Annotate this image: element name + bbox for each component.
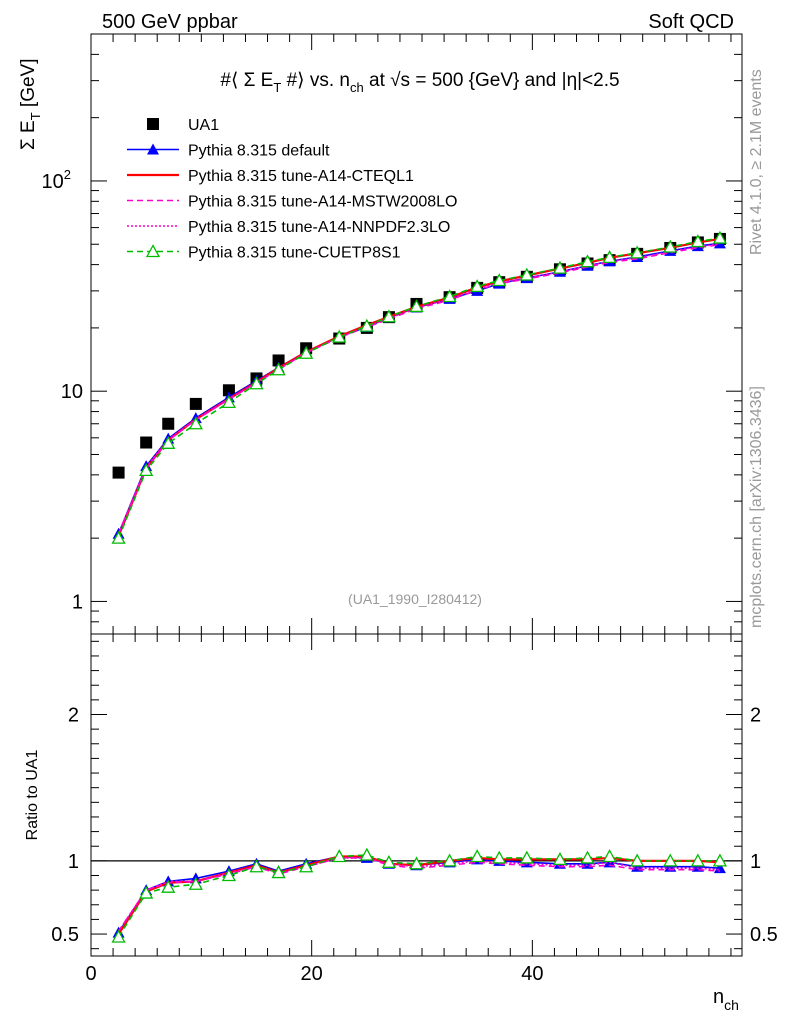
ratio-plot-point-pythia-8-315-tune-cuetp8s1	[111, 929, 126, 943]
ratio-plot-point-pythia-8-315-tune-cuetp8s1	[221, 868, 237, 882]
ratio-plot-point-pythia-8-315-tune-cuetp8s1	[690, 853, 705, 867]
ratio-plot-point-pythia-8-315-tune-cuetp8s1	[271, 865, 286, 879]
ratio-ylabel: Ratio to UA1	[24, 750, 41, 841]
main-plot-point-pythia-8-315-tune-cuetp8s1	[552, 260, 568, 274]
legend-marker-pythia-8-315-default	[147, 143, 159, 155]
ratio-plot-point-pythia-8-315-tune-cuetp8s1	[409, 856, 424, 870]
ratio-ytick-label-right: 1	[750, 851, 761, 873]
ratio-plot-point-pythia-8-315-tune-cuetp8s1	[442, 853, 457, 867]
analysis-id: (UA1_1990_I280412)	[348, 591, 482, 607]
ratio-plot-point-pythia-8-315-default	[713, 862, 726, 874]
legend-label-pythia-8-315-tune-a14-nnpdf2-3lo: Pythia 8.315 tune-A14-NNPDF2.3LO	[188, 219, 450, 236]
ratio-plot-point-pythia-8-315-tune-cuetp8s1	[299, 859, 314, 873]
main-ytick-label: 10	[61, 381, 83, 403]
header-right: Soft QCD	[648, 11, 734, 33]
header-left: 500 GeV ppbar	[102, 11, 238, 33]
main-plot-point-ua1	[112, 466, 125, 479]
x-axis-label: nch	[713, 986, 739, 1013]
legend: UA1 Pythia 8.315 default Pythia 8.315 tune…	[127, 117, 457, 262]
main-plot-point-pythia-8-315-tune-cuetp8s1	[409, 299, 424, 313]
main-plot-point-pythia-8-315-tune-cuetp8s1	[271, 362, 286, 376]
legend-label-pythia-8-315-tune-cuetp8s1: Pythia 8.315 tune-CUETP8S1	[188, 245, 401, 262]
main-plot-line-pythia-8-315-default	[117, 242, 721, 534]
main-plot-line-pythia-8-315-tune-a14-nnpdf2-3lo	[117, 243, 721, 534]
main-plot-point-pythia-8-315-tune-cuetp8s1	[602, 250, 617, 264]
main-plot-point-pythia-8-315-tune-cuetp8s1	[580, 254, 595, 268]
ratio-plot-line-pythia-8-315-tune-a14-nnpdf2-3lo	[117, 857, 720, 932]
main-plot-point-pythia-8-315-tune-cuetp8s1	[663, 239, 678, 253]
ratio-plot-point-pythia-8-315-tune-cuetp8s1	[161, 879, 176, 893]
main-plot-point-pythia-8-315-tune-cuetp8s1	[690, 234, 705, 248]
ratio-plot-point-pythia-8-315-tune-cuetp8s1	[139, 885, 154, 899]
ratio-plot-point-pythia-8-315-tune-cuetp8s1	[492, 850, 507, 864]
main-ytick-label: 1	[72, 591, 83, 613]
main-plot-line-pythia-8-315-tune-a14-mstw2008lo	[117, 243, 721, 535]
ratio-axis-ticks: 0.5 0.51 12 20 20 40	[51, 634, 778, 985]
ratio-ytick-label-left: 0.5	[51, 924, 79, 946]
main-plot-point-pythia-8-315-tune-cuetp8s1	[188, 416, 203, 430]
legend-label-pythia-8-315-tune-a14-mstw2008lo: Pythia 8.315 tune-A14-MSTW2008LO	[188, 194, 457, 211]
ratio-plot-point-pythia-8-315-tune-cuetp8s1	[630, 853, 645, 867]
ratio-plot-frame	[90, 633, 743, 957]
ratio-plot-area	[111, 847, 728, 943]
legend-label-pythia-8-315-tune-a14-cteql1: Pythia 8.315 tune-A14-CTEQL1	[188, 168, 414, 185]
ratio-plot-point-pythia-8-315-tune-cuetp8s1	[580, 850, 595, 864]
main-axis-ticks: 1 10 102	[42, 33, 742, 635]
main-plot-point-ua1	[272, 354, 285, 367]
ratio-xtick-label: 40	[521, 963, 543, 985]
ratio-ytick-label-left: 1	[68, 851, 79, 873]
legend-marker-ua1	[147, 118, 159, 130]
main-plot-point-pythia-8-315-tune-cuetp8s1	[492, 273, 507, 287]
ratio-plot-point-pythia-8-315-tune-cuetp8s1	[663, 853, 678, 867]
main-plot-point-pythia-8-315-tune-cuetp8s1	[359, 318, 374, 332]
ratio-xtick-label: 0	[85, 963, 96, 985]
main-plot-point-pythia-8-315-tune-cuetp8s1	[221, 394, 237, 408]
main-plot-point-pythia-8-315-tune-cuetp8s1	[519, 267, 534, 281]
rivet-label: Rivet 4.1.0, ≥ 2.1M events	[748, 69, 765, 255]
main-plot-point-pythia-8-315-tune-cuetp8s1	[712, 230, 728, 244]
ratio-ytick-label-right: 0.5	[750, 924, 778, 946]
main-plot-point-pythia-8-315-tune-cuetp8s1	[249, 376, 264, 390]
main-plot-point-ua1	[140, 436, 153, 449]
ratio-plot-line-pythia-8-315-tune-a14-mstw2008lo	[117, 857, 720, 932]
ratio-plot-point-pythia-8-315-tune-cuetp8s1	[470, 849, 485, 863]
main-plot-line-pythia-8-315-tune-cuetp8s1	[117, 237, 721, 539]
ratio-plot-point-pythia-8-315-tune-cuetp8s1	[519, 850, 534, 864]
main-plot-area	[111, 230, 728, 544]
main-ylabel: Σ ET [GeV]	[18, 58, 43, 150]
ratio-ytick-label-right: 2	[750, 705, 761, 727]
legend-marker-pythia-8-315-tune-cuetp8s1	[145, 244, 161, 258]
main-plot-point-ua1	[222, 384, 235, 397]
ratio-xtick-label: 20	[301, 963, 323, 985]
ratio-plot-point-pythia-8-315-tune-cuetp8s1	[381, 854, 397, 868]
main-plot-point-pythia-8-315-tune-cuetp8s1	[381, 309, 397, 323]
ratio-ytick-label-left: 2	[68, 705, 79, 727]
ratio-plot-point-pythia-8-315-tune-cuetp8s1	[188, 876, 203, 890]
main-plot-point-pythia-8-315-tune-cuetp8s1	[111, 530, 126, 544]
ratio-plot-line-pythia-8-315-tune-cuetp8s1	[117, 854, 720, 938]
ratio-plot-point-pythia-8-315-tune-cuetp8s1	[552, 852, 568, 866]
main-plot-point-ua1	[189, 397, 202, 410]
legend-label-pythia-8-315-default: Pythia 8.315 default	[188, 143, 330, 160]
main-title: #⟨ Σ ET #⟩ vs. nch at √s = 500 {GeV} and…	[220, 70, 619, 95]
mcplots-label: mcplots.cern.ch [arXiv:1306.3436]	[748, 386, 765, 628]
main-plot-point-ua1	[162, 417, 175, 430]
main-plot-point-pythia-8-315-tune-cuetp8s1	[161, 435, 176, 449]
main-plot-point-pythia-8-315-tune-cuetp8s1	[332, 329, 347, 343]
ratio-plot-point-pythia-8-315-tune-cuetp8s1	[602, 849, 617, 863]
ratio-plot-point-pythia-8-315-tune-cuetp8s1	[249, 859, 264, 873]
main-plot-point-pythia-8-315-tune-cuetp8s1	[470, 279, 485, 293]
main-ytick-label: 102	[42, 167, 71, 193]
main-plot-point-pythia-8-315-tune-cuetp8s1	[442, 289, 457, 303]
ratio-plot-point-pythia-8-315-tune-cuetp8s1	[332, 849, 347, 863]
main-plot-point-pythia-8-315-tune-cuetp8s1	[139, 463, 154, 477]
main-plot-point-pythia-8-315-tune-cuetp8s1	[630, 245, 645, 259]
main-plot-point-pythia-8-315-tune-cuetp8s1	[299, 345, 314, 359]
legend-label-ua1: UA1	[188, 117, 219, 134]
ratio-plot-point-pythia-8-315-tune-cuetp8s1	[712, 853, 728, 867]
ratio-plot-point-pythia-8-315-tune-cuetp8s1	[359, 847, 374, 861]
main-plot-line-pythia-8-315-tune-a14-cteql1	[117, 237, 721, 537]
